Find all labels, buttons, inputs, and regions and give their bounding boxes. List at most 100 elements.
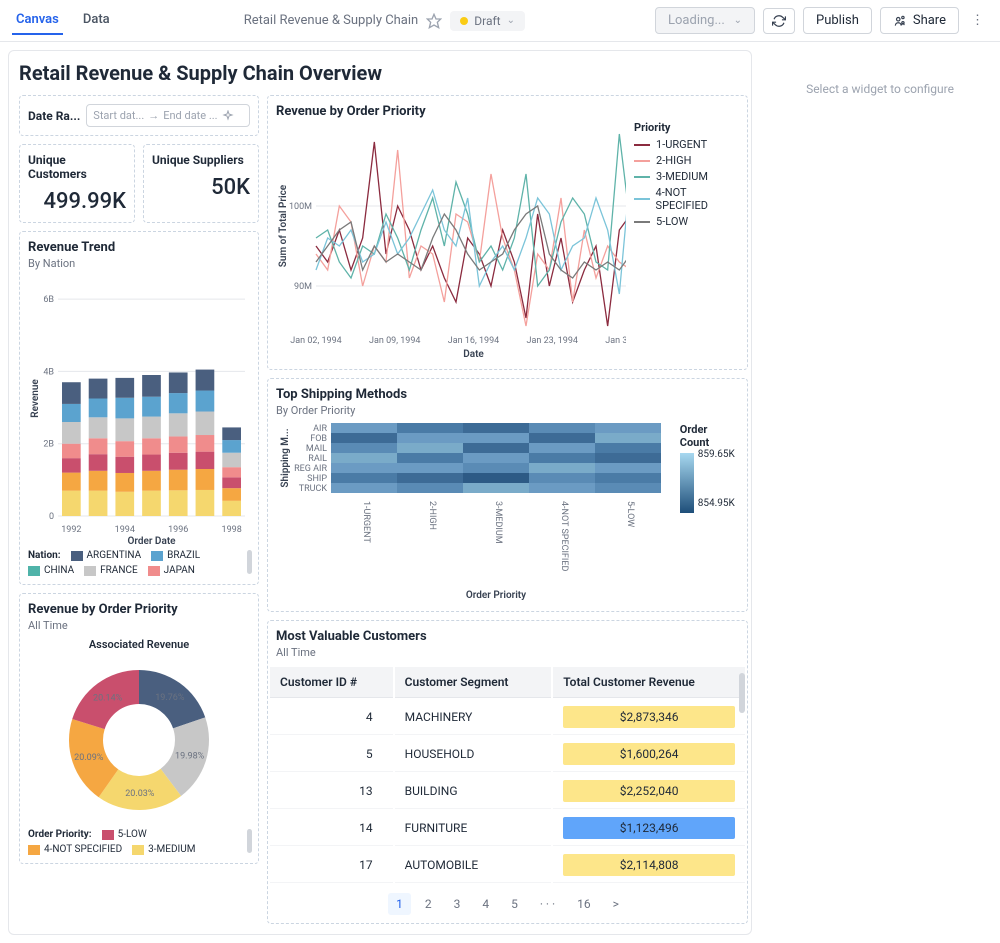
chevron-down-icon: ⌄ — [734, 15, 742, 26]
table-header[interactable]: Total Customer Revenue — [553, 667, 745, 698]
svg-text:20.14%: 20.14% — [93, 693, 123, 703]
svg-text:20.09%: 20.09% — [74, 753, 104, 763]
card-subtitle: All Time — [28, 619, 250, 632]
page-link[interactable]: 1 — [388, 893, 411, 915]
svg-text:20.03%: 20.03% — [125, 789, 155, 799]
kpi-row: Unique Customers 499.99K Unique Supplier… — [19, 144, 259, 223]
refresh-button[interactable] — [763, 8, 795, 34]
svg-text:19.76%: 19.76% — [155, 693, 185, 703]
svg-text:TRUCK: TRUCK — [299, 484, 328, 494]
svg-text:Jan 23, 1994: Jan 23, 1994 — [527, 336, 578, 346]
page-link[interactable]: 2 — [417, 893, 440, 915]
legend-scroll[interactable] — [247, 829, 252, 853]
view-tabs: Canvas Data — [12, 6, 114, 35]
sparkle-icon — [222, 110, 234, 122]
card-subtitle: All Time — [276, 646, 739, 659]
page-link[interactable]: 3 — [446, 893, 469, 915]
svg-text:AIR: AIR — [313, 424, 327, 434]
topbar-center: Retail Revenue & Supply Chain Draft ⌄ — [122, 11, 647, 31]
scrollbar[interactable] — [739, 673, 745, 713]
svg-text:19.98%: 19.98% — [175, 752, 205, 762]
svg-text:2B: 2B — [43, 440, 54, 450]
heatmap-legend: Order Count 859.65K 854.95K — [680, 423, 739, 603]
heatmap-card[interactable]: Top Shipping Methods By Order Priority A… — [267, 378, 748, 612]
share-icon — [893, 14, 907, 28]
svg-text:90M: 90M — [294, 282, 312, 292]
table-header[interactable]: Customer ID # — [270, 667, 393, 698]
svg-text:1998: 1998 — [222, 525, 242, 535]
svg-text:SHIP: SHIP — [307, 474, 327, 484]
svg-text:Revenue: Revenue — [30, 379, 41, 418]
status-dot — [460, 17, 468, 25]
priority-lines-card[interactable]: Revenue by Order Priority 90M100MJan 02,… — [267, 95, 748, 370]
tab-canvas[interactable]: Canvas — [12, 6, 63, 35]
kpi-suppliers[interactable]: Unique Suppliers 50K — [143, 144, 259, 223]
date-range-input[interactable]: Start dat... → End date ... — [86, 104, 250, 127]
svg-text:REG AIR: REG AIR — [294, 464, 327, 474]
table-row[interactable]: 4MACHINERY$2,873,346 — [270, 700, 745, 735]
publish-button[interactable]: Publish — [803, 7, 872, 34]
priority-line-legend: Priority 1-URGENT2-HIGH3-MEDIUM4-NOT SPE… — [634, 121, 739, 361]
svg-text:3-MEDIUM: 3-MEDIUM — [493, 501, 503, 544]
page-link[interactable]: 5 — [503, 893, 526, 915]
svg-text:MAIL: MAIL — [306, 444, 327, 454]
svg-text:1996: 1996 — [168, 525, 188, 535]
donut-center-label: Associated Revenue — [28, 638, 250, 651]
table-header[interactable]: Customer Segment — [395, 667, 552, 698]
priority-legend: Order Priority: 5-LOW 4-NOT SPECIFIED 3-… — [28, 829, 250, 855]
topbar-actions: Loading... ⌄ Publish Share ⋮ — [655, 7, 988, 34]
svg-text:Date: Date — [463, 349, 484, 360]
dashboard: Retail Revenue & Supply Chain Overview D… — [8, 50, 752, 935]
loading-dropdown[interactable]: Loading... ⌄ — [655, 7, 755, 34]
svg-text:FOB: FOB — [310, 434, 327, 444]
heatmap-chart: AIRFOBMAILRAILREG AIRSHIPTRUCK1-URGENT2-… — [276, 423, 672, 603]
table-row[interactable]: 5HOUSEHOLD$1,600,264 — [270, 737, 745, 772]
line-chart: 90M100MJan 02, 1994Jan 09, 1994Jan 16, 1… — [276, 121, 626, 361]
table-pager: 12345 · · · 16 > — [268, 885, 747, 923]
card-title: Revenue by Order Priority — [28, 602, 250, 617]
kpi-label: Unique Suppliers — [152, 153, 250, 167]
kpi-customers[interactable]: Unique Customers 499.99K — [19, 144, 135, 223]
page-link[interactable]: · · · — [532, 893, 563, 915]
svg-text:Jan 30, 1994: Jan 30, 1994 — [605, 336, 626, 346]
svg-text:Sum of Total Price: Sum of Total Price — [278, 184, 289, 267]
draft-badge[interactable]: Draft ⌄ — [450, 11, 525, 31]
card-subtitle: By Order Priority — [276, 404, 739, 417]
svg-text:4-NOT SPECIFIED: 4-NOT SPECIFIED — [559, 501, 569, 571]
topbar: Canvas Data Retail Revenue & Supply Chai… — [0, 0, 1000, 42]
tab-data[interactable]: Data — [79, 6, 114, 35]
kebab-menu[interactable]: ⋮ — [967, 9, 988, 32]
svg-text:Shipping M...: Shipping M... — [280, 428, 291, 487]
star-icon[interactable] — [426, 13, 442, 29]
svg-text:2-HIGH: 2-HIGH — [427, 501, 437, 530]
revenue-trend-card[interactable]: Revenue Trend By Nation 02B4B6B199219941… — [19, 231, 259, 585]
svg-text:4B: 4B — [43, 367, 54, 377]
svg-text:Order Date: Order Date — [127, 536, 176, 546]
kpi-value: 499.99K — [28, 189, 126, 214]
card-title: Most Valuable Customers — [276, 629, 739, 644]
kpi-value: 50K — [152, 175, 250, 200]
chevron-down-icon: ⌄ — [507, 15, 515, 26]
heat-gradient — [680, 453, 694, 513]
next-page[interactable]: > — [605, 893, 627, 915]
dashboard-title: Retail Revenue & Supply Chain Overview — [19, 61, 741, 85]
stacked-bar-chart: 02B4B6B1992199419961998Order DateRevenue — [28, 276, 250, 546]
card-title: Revenue Trend — [28, 240, 250, 255]
table-row[interactable]: 14FURNITURE$1,123,496 — [270, 811, 745, 846]
customers-table-card[interactable]: Most Valuable Customers All Time Custome… — [267, 620, 748, 924]
page-link[interactable]: 4 — [474, 893, 497, 915]
svg-text:1992: 1992 — [61, 525, 81, 535]
table-row[interactable]: 17AUTOMOBILE$2,114,808 — [270, 848, 745, 883]
page-link[interactable]: 16 — [569, 893, 599, 915]
card-subtitle: By Nation — [28, 257, 250, 270]
kpi-label: Unique Customers — [28, 153, 126, 181]
share-button[interactable]: Share — [880, 7, 959, 34]
table-row[interactable]: 13BUILDING$2,252,040 — [270, 774, 745, 809]
donut-card[interactable]: Revenue by Order Priority All Time Assoc… — [19, 593, 259, 864]
svg-text:6B: 6B — [43, 295, 54, 305]
svg-text:100M: 100M — [289, 202, 312, 212]
svg-text:0: 0 — [49, 512, 54, 522]
date-filter-card[interactable]: Date Ra... Start dat... → End date ... — [19, 95, 259, 136]
legend-scroll[interactable] — [247, 550, 252, 574]
filter-label: Date Ra... — [28, 109, 80, 123]
